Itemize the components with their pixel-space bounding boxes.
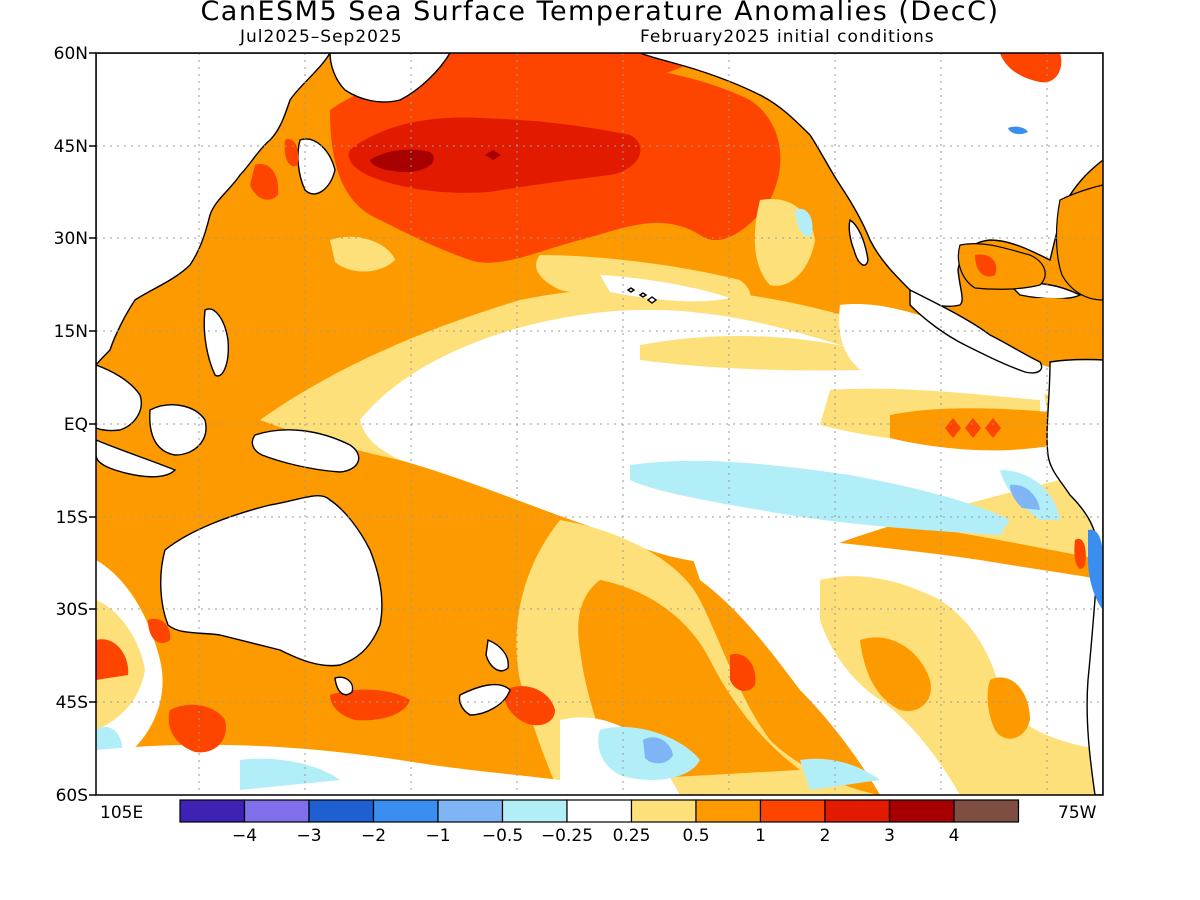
colorbar-tick-label: −0.5 [482, 826, 523, 846]
land-baja [848, 218, 869, 266]
forecast-period: Jul2025–Sep2025 [240, 27, 403, 47]
colorbar-tick-label: 0.5 [682, 826, 709, 846]
lightblue-band-south [630, 460, 1010, 535]
red-gulf-mexico [975, 254, 997, 277]
white-south-strip [96, 744, 560, 795]
red-north-pacific-top [440, 53, 700, 83]
blue-peru [1010, 484, 1040, 510]
land-new-guinea [251, 429, 360, 473]
red-patch-perth [96, 618, 171, 680]
colorbar-tick-label: −1 [425, 826, 450, 846]
colorbar-swatch [501, 799, 568, 823]
colorbar-tick-label: 3 [884, 826, 895, 846]
coastal-anomalies [250, 53, 1103, 610]
colorbar-tick-label: 2 [820, 826, 831, 846]
red-patch-tasman [330, 689, 410, 721]
colorbar-swatch [824, 799, 891, 823]
initial-conditions: February2025 initial conditions [640, 27, 935, 47]
colorbar-swatch [566, 799, 633, 823]
map-title: CanESM5 Sea Surface Temperature Anomalie… [200, 0, 1000, 27]
red-patch-se [730, 654, 756, 692]
lat-label-60n: 60N [53, 44, 88, 64]
orange-caribbean [1020, 297, 1103, 345]
white-north-midlat [600, 275, 730, 302]
land-indochina [96, 364, 142, 432]
lat-label-30s: 30S [55, 600, 88, 620]
white-east-subtrop [839, 304, 1060, 395]
colorbar-swatch [179, 799, 246, 823]
orange-south-east [860, 637, 931, 711]
lat-label-60s: 60S [55, 786, 88, 806]
colorbar-swatch [437, 799, 504, 823]
land-tasmania [334, 676, 354, 696]
land-masses [96, 53, 1103, 795]
colorbar-swatch [695, 799, 762, 823]
red-yellow-sea [250, 164, 279, 200]
colorbar-swatch [888, 799, 955, 823]
land-hawaii [626, 287, 658, 304]
lon-label-left: 105E [100, 803, 144, 823]
colorbar-tick-label: 1 [755, 826, 766, 846]
colorbar-swatch [759, 799, 826, 823]
land-central-america [909, 288, 1043, 374]
land-borneo [149, 404, 207, 456]
graticule [96, 53, 1103, 795]
colorbar-swatch [372, 799, 439, 823]
colorbar-tick-label: −4 [232, 826, 257, 846]
yellow-south-east [820, 576, 1103, 795]
land-asia [96, 53, 331, 367]
lightblue-south-strip [240, 758, 880, 790]
lat-label-eq: EQ [63, 415, 88, 435]
darkest-spot2 [485, 150, 501, 160]
land-australia [160, 495, 383, 667]
blue-chile [1088, 529, 1103, 610]
colorbar: −4 −3 −2 −1 −0.5 −0.25 0.25 0.5 1 2 3 4 [179, 799, 1020, 846]
lat-label-30n: 30N [53, 229, 88, 249]
lightblue-calif [795, 208, 813, 237]
lat-label-45n: 45N [53, 137, 88, 157]
yellow-band-east [640, 335, 860, 371]
colorbar-tick-label: 0.25 [613, 826, 651, 846]
colorbar-swatch [953, 799, 1020, 823]
land-nz-north [485, 639, 509, 672]
land-sumatra [96, 439, 177, 478]
lat-label-45s: 45S [55, 693, 88, 713]
land-philippines [203, 308, 230, 377]
red-sea-of-japan [284, 139, 299, 167]
lat-label-15n: 15N [53, 322, 88, 342]
colorbar-tick-label: −0.25 [541, 826, 593, 846]
red-spots-eq [945, 418, 1001, 438]
lat-ticks [89, 52, 96, 796]
red-patch-nz [504, 686, 555, 726]
land-nz-south [458, 683, 511, 716]
colorbar-tick-label: −2 [361, 826, 386, 846]
blue-great-lakes [1008, 126, 1028, 135]
darkest-north-pacific [370, 149, 434, 172]
orange-south-east2 [987, 677, 1030, 739]
colorbar-tick-label: −3 [296, 826, 321, 846]
lat-label-15s: 15S [55, 508, 88, 528]
red-chile [1074, 538, 1086, 569]
lon-label-right: 75W [1058, 803, 1097, 823]
colorbar-swatch [243, 799, 310, 823]
colorbar-tick-label: 4 [949, 826, 960, 846]
colorbar-swatch [630, 799, 697, 823]
red-patch-sw [168, 704, 226, 753]
land-kamchatka [329, 53, 451, 103]
colorbar-swatch [308, 799, 375, 823]
blue-south-central [643, 737, 673, 764]
red-hudson [1000, 53, 1062, 83]
